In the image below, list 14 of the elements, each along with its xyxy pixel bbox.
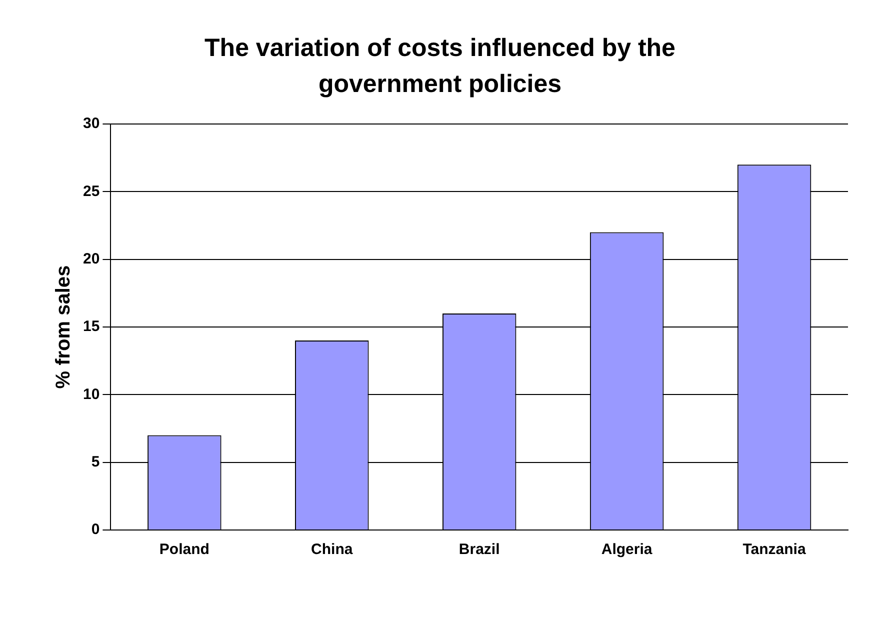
x-tick-label: Poland bbox=[159, 541, 210, 558]
x-tick-label: Algeria bbox=[601, 541, 653, 558]
chart-title: The variation of costs influenced by the government policies bbox=[204, 33, 676, 100]
y-tick-label: 0 bbox=[91, 521, 100, 538]
y-tick-label: 5 bbox=[91, 453, 100, 470]
y-axis-title: % from sales bbox=[52, 265, 75, 389]
x-tick-label: Brazil bbox=[458, 541, 500, 558]
y-tick-label: 30 bbox=[82, 115, 100, 132]
x-tick-label: Tanzania bbox=[742, 541, 806, 558]
x-tick-label: China bbox=[311, 541, 354, 558]
y-tick-label: 20 bbox=[82, 250, 100, 268]
y-tick-label: 15 bbox=[82, 318, 100, 336]
y-tick-label: 10 bbox=[82, 386, 100, 403]
y-tick-label: 25 bbox=[82, 182, 100, 200]
